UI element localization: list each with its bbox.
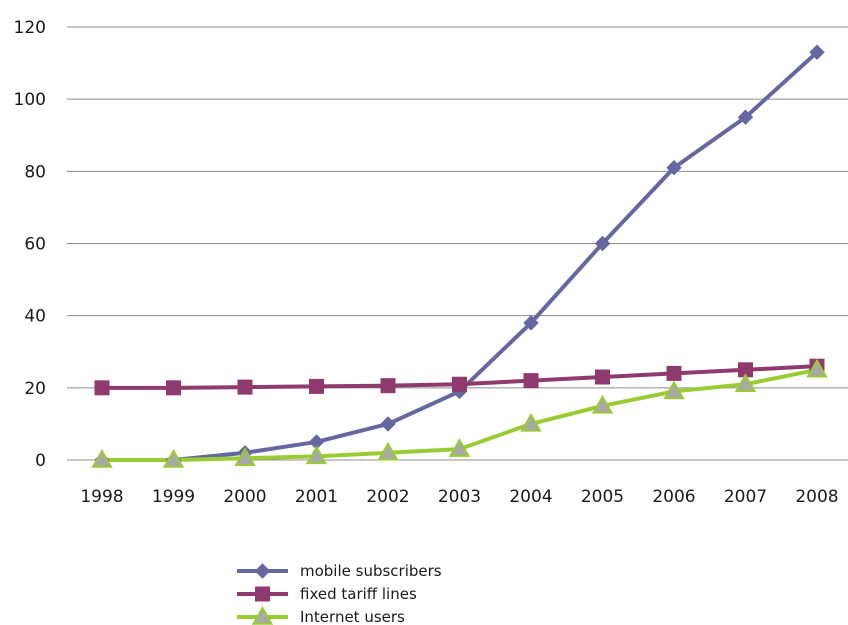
legend-marker-diamond xyxy=(254,563,271,579)
data-point-square xyxy=(523,373,539,389)
data-point-diamond xyxy=(594,235,611,252)
data-point-square xyxy=(595,369,610,385)
data-point-square xyxy=(166,380,181,396)
y-tick-label: 0 xyxy=(35,451,46,471)
x-tick-label: 2007 xyxy=(724,487,767,507)
legend-marker-square xyxy=(255,586,270,602)
data-point-triangle xyxy=(806,358,828,378)
x-tick-label: 2006 xyxy=(652,487,695,507)
x-tick-label: 2002 xyxy=(366,487,409,507)
data-point-diamond xyxy=(666,160,682,176)
y-tick-label: 60 xyxy=(24,235,46,255)
y-tick-label: 20 xyxy=(24,379,46,399)
legend-label: Internet users xyxy=(300,608,405,625)
data-point-triangle xyxy=(234,447,256,466)
x-tick-label: 2008 xyxy=(795,487,838,507)
legend: mobile subscribers fixed tariff lines Inte… xyxy=(237,562,442,625)
data-point-diamond xyxy=(380,416,396,432)
data-point-triangle xyxy=(448,438,471,457)
legend-label: mobile subscribers xyxy=(300,562,442,580)
x-tick-label: 1998 xyxy=(80,487,123,507)
data-point-triangle xyxy=(91,448,113,468)
data-point-triangle xyxy=(305,445,328,465)
data-point-triangle xyxy=(520,412,542,432)
data-point-square xyxy=(452,376,467,392)
data-point-diamond xyxy=(523,315,539,331)
data-point-triangle xyxy=(162,448,185,468)
x-tick-label: 2004 xyxy=(509,487,552,507)
series-markers xyxy=(91,44,828,468)
x-tick-label: 2001 xyxy=(295,487,338,507)
data-point-triangle xyxy=(734,373,757,392)
y-tick-label: 100 xyxy=(14,90,46,110)
legend-label: fixed tariff lines xyxy=(300,585,417,603)
x-axis-ticks: 1998 1999 2000 2001 2002 2003 2004 2005 2006 2007… xyxy=(80,487,838,507)
y-tick-label: 40 xyxy=(24,307,46,327)
y-tick-label: 80 xyxy=(24,162,46,182)
data-point-square xyxy=(309,378,324,394)
data-point-square xyxy=(237,379,253,395)
y-axis-ticks: 0 20 40 60 80 100 120 xyxy=(14,18,46,471)
x-tick-label: 2003 xyxy=(438,487,481,507)
x-tick-label: 2005 xyxy=(581,487,624,507)
x-tick-label: 2000 xyxy=(223,487,266,507)
data-point-triangle xyxy=(377,441,399,461)
data-point-square xyxy=(666,365,682,381)
data-point-square xyxy=(380,378,396,394)
legend-marker-triangle xyxy=(251,605,274,625)
data-point-diamond xyxy=(809,44,825,60)
data-point-triangle xyxy=(663,380,685,400)
y-tick-label: 120 xyxy=(14,18,46,38)
data-point-diamond xyxy=(737,109,754,125)
data-point-triangle xyxy=(591,394,614,414)
x-tick-label: 1999 xyxy=(152,487,195,507)
data-point-square xyxy=(94,380,110,396)
